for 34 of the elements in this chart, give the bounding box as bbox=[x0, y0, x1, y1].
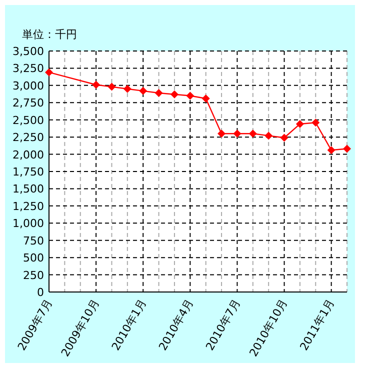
point bbox=[312, 118, 320, 127]
point bbox=[123, 84, 132, 93]
y-tick-label: 2,000 bbox=[12, 148, 44, 162]
point bbox=[186, 92, 194, 100]
point bbox=[280, 134, 288, 142]
y-tick-label: 0 bbox=[37, 286, 44, 299]
point bbox=[233, 130, 242, 138]
y-axis-title: 単位：千円 bbox=[22, 28, 77, 41]
point bbox=[108, 82, 116, 91]
point bbox=[139, 86, 148, 95]
point bbox=[202, 94, 210, 103]
y-tick-label: 1,750 bbox=[12, 166, 44, 178]
y-tick-label: 1,250 bbox=[12, 200, 44, 213]
point bbox=[327, 146, 336, 154]
point bbox=[218, 130, 226, 138]
y-tick-label: 2,750 bbox=[12, 96, 44, 110]
y-tick-label: 2,500 bbox=[12, 114, 44, 127]
y-tick-label: 2,250 bbox=[12, 131, 44, 144]
y-tick-label: 500 bbox=[23, 252, 44, 265]
y-tick-label: 3,500 bbox=[12, 45, 44, 58]
y-tick-label: 250 bbox=[23, 268, 44, 282]
y-tick-label: 750 bbox=[23, 234, 44, 248]
point bbox=[45, 68, 53, 76]
point bbox=[248, 130, 257, 138]
y-tick-label: 3,250 bbox=[12, 62, 44, 76]
point bbox=[154, 89, 163, 98]
y-tick-label: 3,000 bbox=[12, 79, 44, 92]
point bbox=[296, 120, 304, 128]
point bbox=[264, 132, 273, 140]
point bbox=[92, 80, 100, 89]
y-tick-label: 1,500 bbox=[12, 182, 44, 196]
point bbox=[170, 90, 178, 98]
point bbox=[343, 144, 351, 153]
y-tick-label: 1,000 bbox=[12, 217, 44, 230]
